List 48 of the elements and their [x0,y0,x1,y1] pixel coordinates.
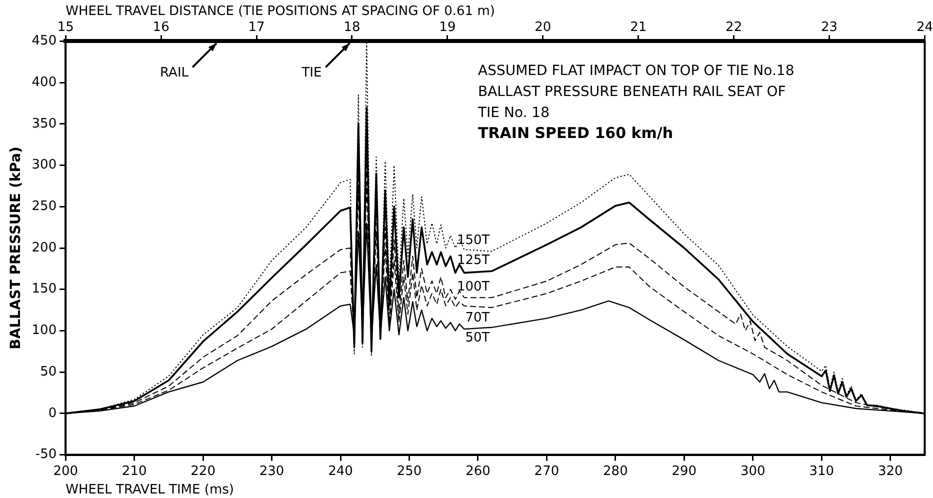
x-tick-label: 240 [328,464,353,479]
x-tick-label: 310 [809,464,834,479]
x-tick-label: 300 [740,464,766,479]
y-tick-label: 200 [32,240,57,256]
x-tick-label: 230 [259,464,284,479]
x2-tick-label: 23 [821,20,838,35]
series-label: 50T [465,330,490,346]
annotation: TIE No. 18 [476,104,550,121]
x2-tick-label: 18 [344,20,360,35]
x2-tick-label: 19 [439,20,456,35]
y-tick-label: -50 [35,447,57,462]
x-tick-label: 320 [878,464,903,479]
x-tick-label: 260 [466,464,490,479]
x2-tick-label: 21 [630,20,647,35]
x2-tick-label: 22 [726,20,742,35]
series-label: 150T [456,233,490,248]
annotation: TIE [300,66,322,81]
series-label: 70T [465,310,490,326]
x-axis-title: WHEEL TRAVEL TIME (ms) [66,482,234,498]
x2-tick-label: 20 [534,20,552,35]
x-tick-label: 200 [53,464,78,479]
x2-tick-label: 17 [248,20,265,35]
x-tick-label: 270 [534,464,560,479]
y-tick-label: 100 [32,323,57,338]
y-tick-label: 300 [32,158,57,173]
y-tick-label: 450 [32,34,57,49]
y-tick-label: 50 [40,364,57,380]
y-tick-label: 400 [32,74,57,90]
y-tick-label: 150 [32,282,57,297]
series-label: 125T [456,253,490,268]
x-tick-label: 220 [190,464,216,479]
annotation: BALLAST PRESSURE BENEATH RAIL SEAT OF [478,84,786,100]
annotation: TRAIN SPEED 160 km/h [478,124,674,142]
x-tick-label: 250 [396,464,422,479]
x-tick-label: 290 [672,464,697,479]
y-tick-label: 350 [32,116,57,132]
series-label: 100T [456,280,490,295]
y-axis-title: BALLAST PRESSURE (kPa) [8,146,24,350]
x-tick-label: 280 [603,464,628,479]
annotation: RAIL [160,66,190,81]
x2-tick-label: 16 [152,20,170,35]
x2-tick-label: 24 [916,20,933,35]
x-tick-label: 210 [122,464,147,479]
x2-axis-title: WHEEL TRAVEL DISTANCE (TIE POSITIONS AT SPACING OF 0.61 m) [66,4,495,20]
x2-tick-label: 15 [57,20,74,35]
y-tick-label: 250 [32,199,57,214]
annotation: ASSUMED FLAT IMPACT ON TOP OF TIE No.18 [478,62,794,79]
y-tick-label: 0 [48,406,57,421]
